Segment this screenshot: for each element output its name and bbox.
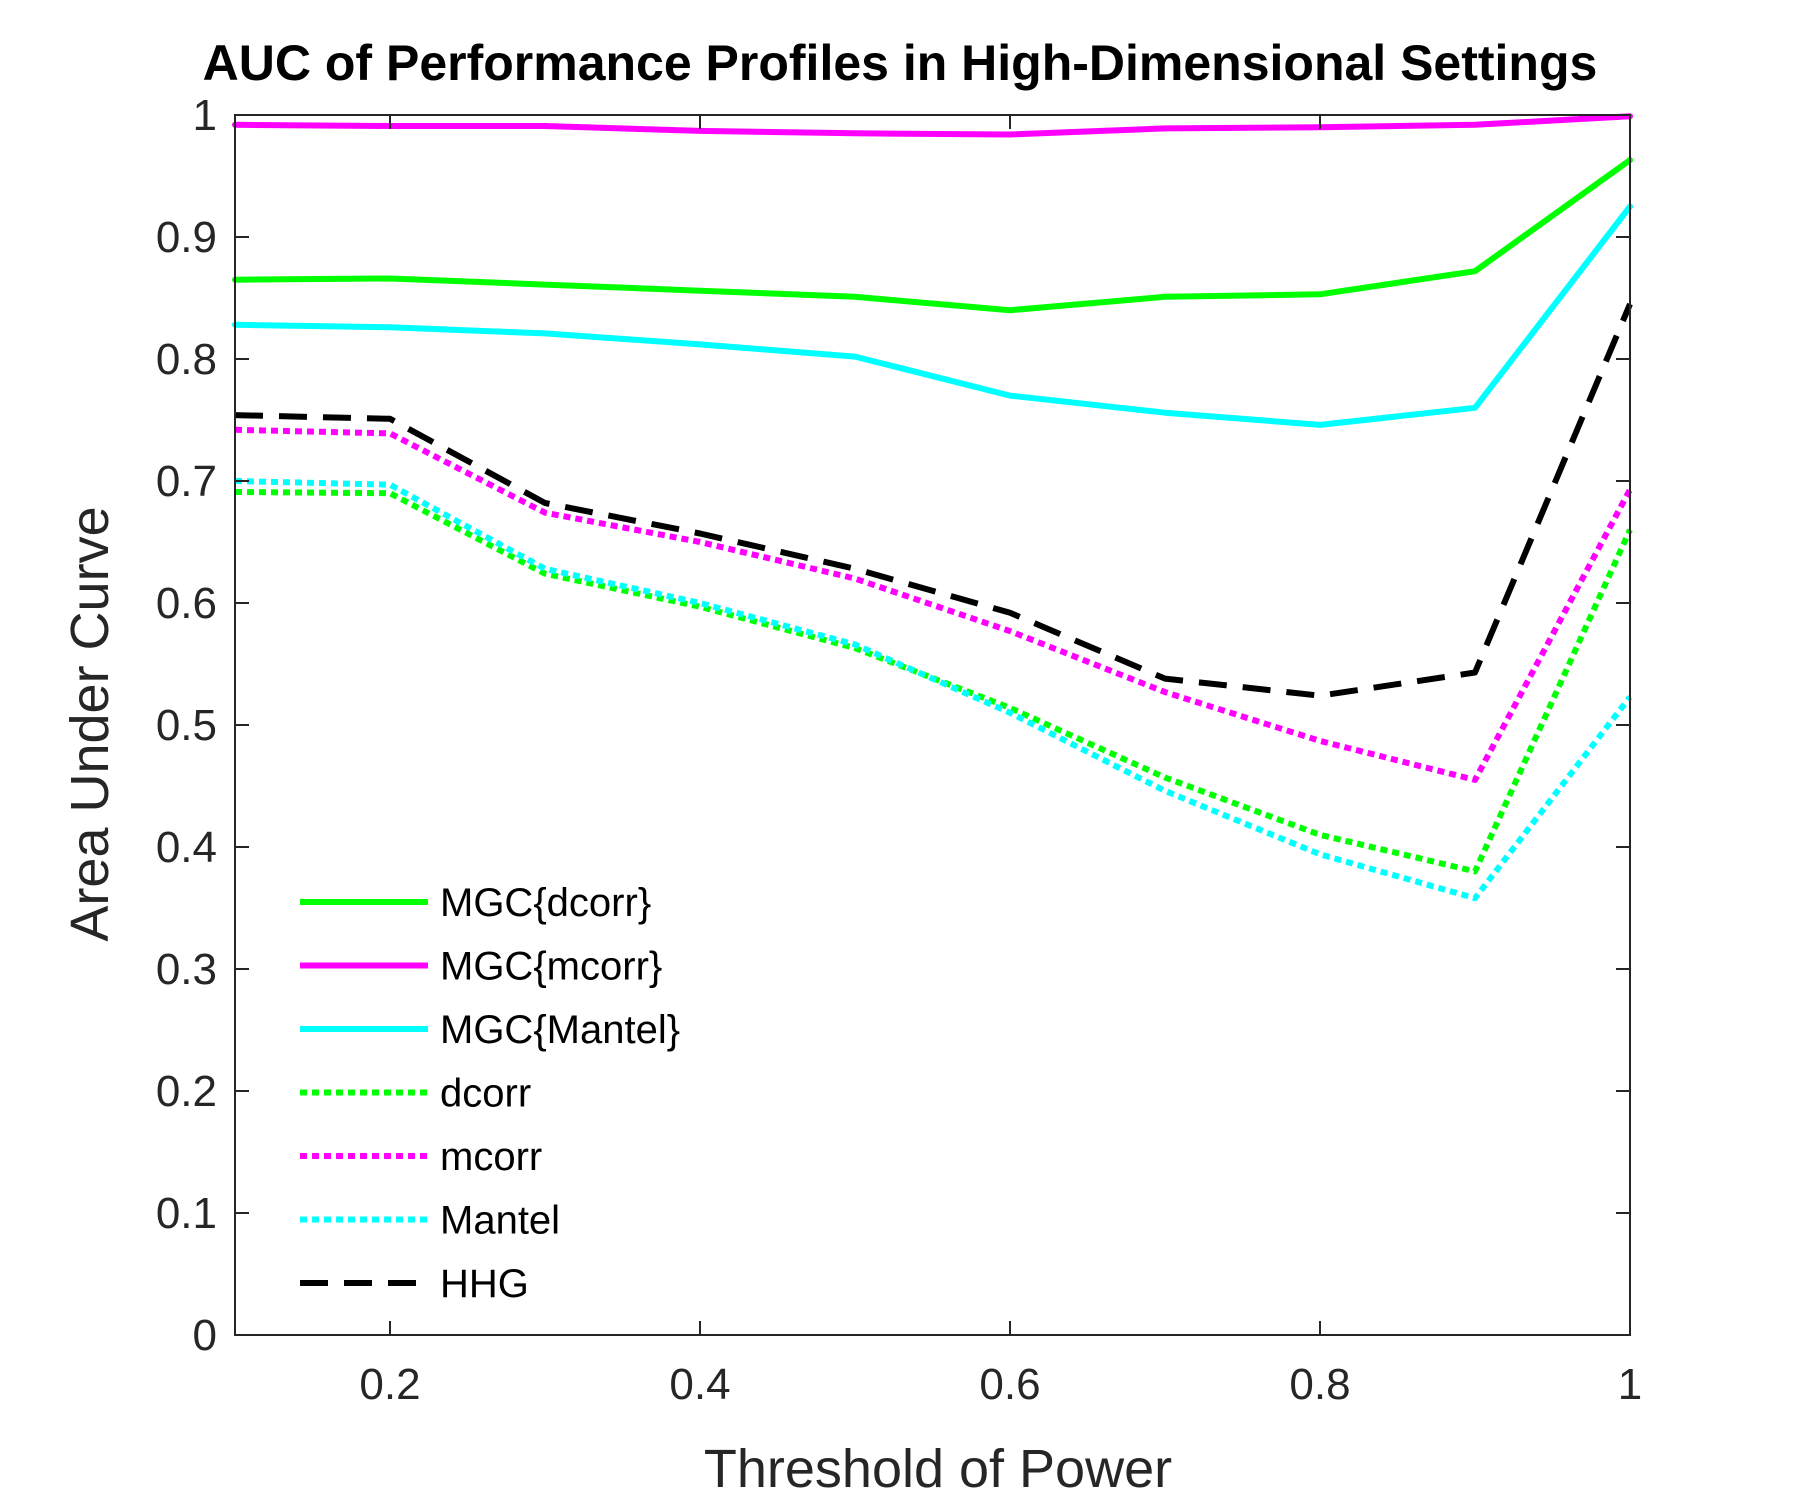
series-line-2 [232,203,1633,428]
y-tick-label: 0.6 [156,579,217,628]
x-tick-label: 0.8 [1289,1360,1350,1409]
legend-label-1: MGC{mcorr} [440,945,662,989]
series-line-1 [232,113,1633,138]
y-tick-label: 0.4 [156,823,217,872]
series-line-6 [234,302,1633,699]
y-tick-label: 0.2 [156,1067,217,1116]
series-line-0 [232,157,1633,314]
y-tick-label: 0.3 [156,945,217,994]
chart-title: AUC of Performance Profiles in High-Dime… [203,35,1598,91]
x-tick-label: 0.2 [359,1360,420,1409]
legend-label-4: mcorr [440,1135,542,1179]
x-tick-label: 0.6 [979,1360,1040,1409]
legend-label-2: MGC{Mantel} [440,1008,680,1052]
legend-label-6: HHG [440,1262,529,1306]
series-line-4 [234,426,1633,783]
series-line-5 [234,478,1633,902]
y-tick-label: 0.9 [156,213,217,262]
legend-label-5: Mantel [440,1199,560,1243]
y-tick-label: 0.8 [156,335,217,384]
x-axis-label: Threshold of Power [704,1439,1172,1499]
y-tick-label: 0 [193,1311,217,1360]
y-tick-label: 0.7 [156,457,217,506]
x-tick-label: 0.4 [669,1360,730,1409]
y-axis-label: Area Under Curve [60,506,120,941]
plot-area: 0 0.1 0.2 0.3 0.4 0.5 0.6 0.7 0.8 0.9 1 0.2 0.4 0.6 0.… [156,91,1642,1409]
legend-label-0: MGC{dcorr} [440,881,651,925]
y-tick-label: 1 [193,91,217,140]
x-tick-label: 1 [1618,1360,1642,1409]
legend: MGC{dcorr} MGC{mcorr} MGC{Mantel} dcorr mcor… [300,881,680,1306]
y-tick-label: 0.1 [156,1189,217,1238]
series-line-3 [234,489,1633,875]
legend-label-3: dcorr [440,1072,531,1116]
y-tick-label: 0.5 [156,701,217,750]
